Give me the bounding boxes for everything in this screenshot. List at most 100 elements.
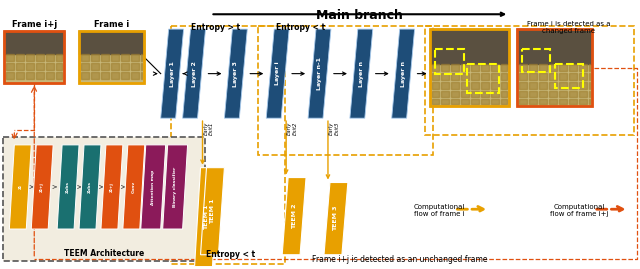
Bar	[549, 91, 557, 97]
Text: Entropy < t: Entropy < t	[206, 250, 255, 259]
Bar	[461, 64, 469, 71]
Bar	[492, 91, 499, 97]
Bar	[519, 91, 527, 97]
Bar	[81, 72, 89, 79]
Bar	[451, 64, 460, 71]
Bar	[539, 73, 547, 80]
Bar	[131, 54, 139, 61]
Bar	[442, 91, 449, 97]
Bar	[451, 82, 460, 89]
Bar	[121, 72, 129, 79]
Polygon shape	[350, 29, 372, 118]
Bar	[46, 72, 54, 79]
Bar	[492, 100, 499, 104]
Bar	[91, 54, 99, 61]
Bar	[539, 64, 547, 71]
Polygon shape	[282, 178, 306, 255]
Bar	[111, 54, 119, 61]
Bar	[501, 82, 507, 89]
Bar	[79, 31, 144, 83]
Polygon shape	[200, 168, 225, 255]
Bar	[481, 82, 489, 89]
Bar	[435, 49, 465, 74]
Bar	[559, 73, 567, 80]
Bar	[549, 82, 557, 89]
Bar	[461, 82, 469, 89]
Bar	[442, 100, 449, 104]
Polygon shape	[429, 29, 509, 106]
Bar	[559, 100, 567, 104]
Bar	[451, 100, 460, 104]
Bar	[471, 64, 479, 71]
Bar	[471, 82, 479, 89]
Bar	[467, 64, 499, 93]
Bar	[589, 100, 590, 104]
Polygon shape	[141, 145, 166, 229]
Bar	[6, 72, 14, 79]
Text: TEEM 1: TEEM 1	[204, 204, 209, 230]
Polygon shape	[4, 31, 64, 54]
Text: Computational
flow of frame i: Computational flow of frame i	[414, 204, 465, 217]
Bar	[81, 54, 89, 61]
Polygon shape	[161, 29, 184, 118]
Bar	[259, 26, 433, 155]
Bar	[501, 73, 507, 80]
Polygon shape	[4, 31, 64, 83]
Text: Zi+j: Zi+j	[40, 182, 44, 192]
Polygon shape	[429, 29, 509, 64]
Bar	[17, 54, 24, 61]
Bar	[36, 63, 44, 70]
Bar	[131, 72, 139, 79]
Bar	[36, 54, 44, 61]
Bar	[529, 73, 537, 80]
Bar	[461, 91, 469, 97]
Bar	[559, 82, 567, 89]
Bar	[579, 64, 587, 71]
Polygon shape	[123, 145, 145, 229]
Bar	[481, 73, 489, 80]
Bar	[539, 100, 547, 104]
Text: Early
Exit2: Early Exit2	[287, 121, 298, 134]
Bar	[579, 100, 587, 104]
Bar	[569, 82, 577, 89]
Bar	[522, 49, 550, 72]
Bar	[501, 64, 507, 71]
Text: Entropy > t: Entropy > t	[191, 23, 240, 32]
Polygon shape	[517, 29, 592, 64]
Bar	[6, 63, 14, 70]
Bar	[46, 54, 54, 61]
Bar	[559, 91, 567, 97]
Bar	[492, 73, 499, 80]
Text: Layer 2: Layer 2	[191, 61, 196, 87]
Bar	[26, 63, 35, 70]
Polygon shape	[57, 145, 79, 229]
Bar	[471, 73, 479, 80]
Bar	[17, 63, 24, 70]
Text: Frame i is detected as a
changed frame: Frame i is detected as a changed frame	[527, 21, 611, 34]
Polygon shape	[324, 182, 348, 255]
Bar	[569, 100, 577, 104]
Bar	[549, 100, 557, 104]
Text: Layer 1: Layer 1	[170, 61, 175, 87]
Text: Frame i: Frame i	[94, 20, 129, 29]
Bar	[431, 100, 440, 104]
Polygon shape	[163, 145, 188, 229]
Text: Frame i+j: Frame i+j	[12, 20, 57, 29]
Polygon shape	[101, 145, 123, 229]
Bar	[111, 63, 119, 70]
Bar	[549, 73, 557, 80]
Polygon shape	[266, 29, 289, 118]
Bar	[101, 63, 109, 70]
Text: TEEM 3: TEEM 3	[333, 206, 339, 231]
Bar	[519, 100, 527, 104]
Polygon shape	[79, 145, 101, 229]
Bar	[529, 100, 537, 104]
Text: Early
Exit1: Early Exit1	[204, 121, 214, 134]
Polygon shape	[392, 29, 415, 118]
Bar	[492, 64, 499, 71]
Text: Zi: Zi	[19, 185, 22, 189]
Bar	[6, 54, 14, 61]
Text: TEEM 2: TEEM 2	[292, 203, 296, 229]
Text: Zi+j: Zi+j	[110, 182, 114, 192]
Bar	[481, 91, 489, 97]
